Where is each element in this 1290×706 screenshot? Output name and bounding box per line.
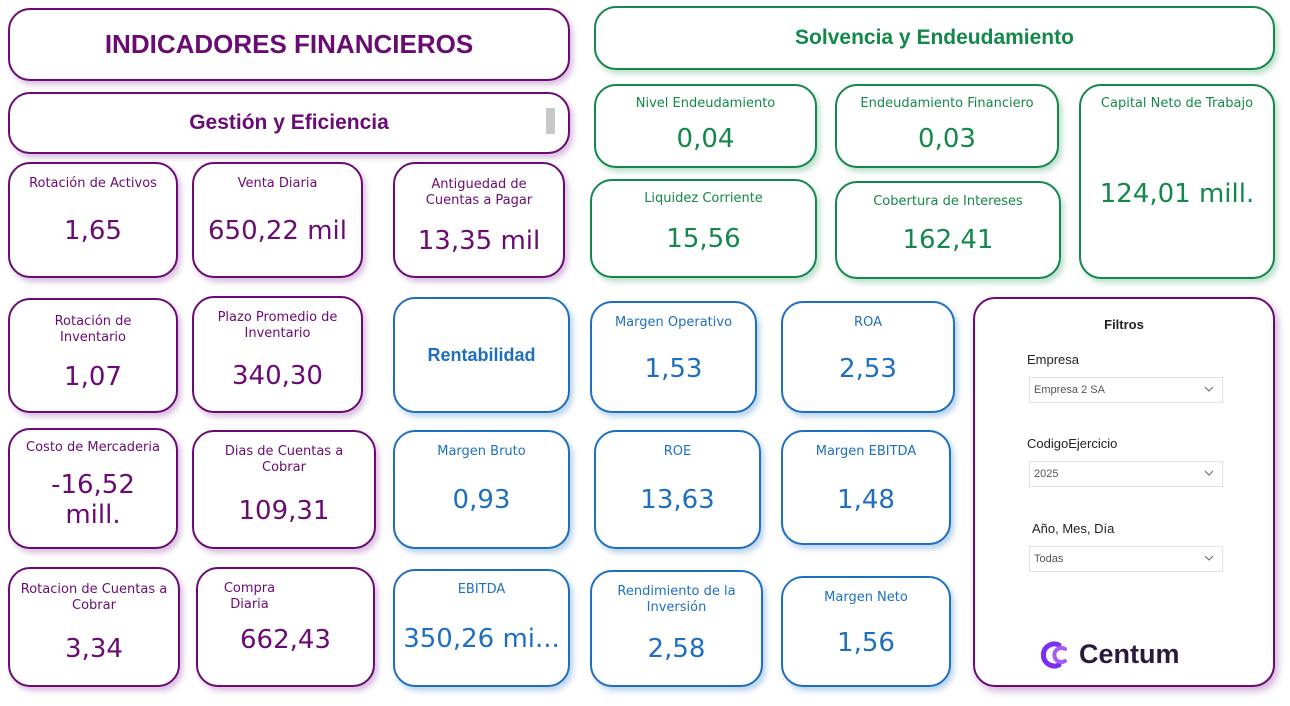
kpi-card-rotacion-activos: Rotación de Activos 1,65 — [8, 162, 178, 278]
kpi-value: 124,01 mill. — [1099, 179, 1255, 209]
kpi-label: Margen Operativo — [614, 315, 733, 330]
kpi-label: Nivel Endeudamiento — [635, 96, 776, 111]
kpi-card-plazo-promedio-inventario: Plazo Promedio de Inventario 340,30 — [192, 296, 363, 413]
kpi-card-roe: ROE 13,63 — [594, 430, 761, 549]
chevron-down-icon — [1204, 386, 1214, 392]
kpi-label: Margen Neto — [824, 590, 908, 605]
kpi-value: 15,56 — [666, 224, 741, 254]
kpi-value: 1,53 — [644, 354, 703, 384]
kpi-value: 109,31 — [238, 496, 330, 526]
kpi-value: 0,04 — [676, 124, 735, 154]
kpi-card-rotacion-inventario: Rotación de Inventario 1,07 — [8, 298, 178, 413]
kpi-label: Dias de Cuentas a Cobrar — [224, 444, 344, 475]
kpi-value: 662,43 — [240, 625, 331, 655]
gestion-section-header: Gestión y Eficiencia — [8, 92, 570, 154]
kpi-card-compra-diaria: Compra Diaria 662,43 — [196, 567, 375, 687]
kpi-value: 0,93 — [452, 485, 511, 515]
kpi-value: 162,41 — [902, 225, 994, 255]
rentabilidad-section-title: Rentabilidad — [427, 344, 536, 365]
scrollbar-thumb[interactable] — [546, 108, 555, 134]
kpi-label: Margen Bruto — [437, 444, 526, 459]
centum-logo: Centum — [1037, 639, 1180, 670]
kpi-label: Cobertura de Intereses — [873, 194, 1023, 209]
chevron-down-icon — [1204, 470, 1214, 476]
kpi-label: Plazo Promedio de Inventario — [217, 310, 338, 341]
kpi-label: Liquidez Corriente — [644, 191, 763, 206]
kpi-label: Rotacion de Cuentas a Cobrar — [20, 582, 168, 613]
kpi-card-rotacion-cuentas-cobrar: Rotacion de Cuentas a Cobrar 3,34 — [8, 567, 180, 687]
kpi-value: 650,22 mil — [207, 216, 347, 246]
kpi-card-capital-neto-trabajo: Capital Neto de Trabajo 124,01 mill. — [1079, 84, 1275, 279]
main-title-header: INDICADORES FINANCIEROS — [8, 8, 570, 81]
kpi-label: Rendimiento de la Inversión — [617, 584, 736, 615]
kpi-value: 350,26 mi... — [403, 624, 560, 654]
kpi-value: 1,56 — [837, 628, 895, 658]
kpi-card-cobertura-intereses: Cobertura de Intereses 162,41 — [835, 181, 1061, 279]
kpi-value: 13,35 mil — [417, 226, 541, 256]
kpi-label: ROE — [663, 444, 692, 459]
kpi-card-nivel-endeudamiento: Nivel Endeudamiento 0,04 — [594, 84, 817, 168]
kpi-label: Rotación de Activos — [29, 176, 157, 191]
kpi-card-rendimiento-inversion: Rendimiento de la Inversión 2,58 — [590, 570, 763, 687]
kpi-value: 13,63 — [640, 485, 715, 515]
kpi-label: Antiguedad de Cuentas a Pagar — [425, 177, 533, 208]
kpi-value: 0,03 — [918, 124, 976, 154]
codigo-filter-label: CodigoEjercicio — [1027, 436, 1118, 451]
kpi-card-roa: ROA 2,53 — [781, 301, 955, 413]
fecha-filter-label: Año, Mes, Día — [1032, 521, 1115, 536]
kpi-card-liquidez-corriente: Liquidez Corriente 15,56 — [590, 179, 817, 278]
solvencia-section-header: Solvencia y Endeudamiento — [594, 6, 1275, 70]
kpi-value: 2,53 — [839, 354, 897, 384]
filters-title: Filtros — [1104, 317, 1144, 332]
kpi-label: Costo de Mercaderia — [26, 440, 160, 455]
kpi-card-ebitda: EBITDA 350,26 mi... — [393, 569, 570, 687]
page-title: INDICADORES FINANCIEROS — [104, 29, 474, 59]
kpi-value: 1,48 — [837, 485, 895, 515]
chevron-down-icon — [1204, 555, 1214, 561]
filters-panel: Filtros Empresa Empresa 2 SA CodigoEjerc… — [973, 297, 1275, 687]
kpi-card-antiguedad-cuentas-pagar: Antiguedad de Cuentas a Pagar 13,35 mil — [393, 162, 565, 278]
kpi-value: 1,07 — [64, 362, 122, 392]
kpi-card-venta-diaria: Venta Diaria 650,22 mil — [192, 162, 363, 278]
kpi-card-margen-bruto: Margen Bruto 0,93 — [393, 430, 570, 549]
codigo-filter-dropdown[interactable]: 2025 — [1029, 461, 1223, 487]
kpi-card-margen-neto: Margen Neto 1,56 — [781, 576, 951, 687]
kpi-label: Margen EBITDA — [815, 444, 917, 459]
empresa-filter-label: Empresa — [1027, 352, 1080, 367]
empresa-filter-dropdown[interactable]: Empresa 2 SA — [1029, 377, 1223, 403]
kpi-card-margen-operativo: Margen Operativo 1,53 — [590, 301, 757, 413]
empresa-filter-value: Empresa 2 SA — [1034, 384, 1105, 396]
rentabilidad-section-header: Rentabilidad — [393, 297, 570, 413]
solvencia-section-title: Solvencia y Endeudamiento — [795, 26, 1074, 49]
kpi-value: 1,65 — [64, 216, 122, 246]
kpi-value: 340,30 — [232, 361, 323, 391]
kpi-label: Venta Diaria — [237, 176, 318, 191]
brand-name: Centum — [1079, 639, 1180, 669]
kpi-label: Rotación de Inventario — [54, 314, 132, 345]
kpi-card-margen-ebitda: Margen EBITDA 1,48 — [781, 430, 951, 545]
kpi-value: -16,52 mill. — [51, 470, 135, 530]
kpi-label: Endeudamiento Financiero — [860, 96, 1034, 111]
kpi-label: Compra Diaria — [223, 581, 276, 612]
kpi-label: ROA — [854, 315, 882, 330]
codigo-filter-value: 2025 — [1034, 468, 1059, 480]
gestion-section-title: Gestión y Eficiencia — [189, 111, 389, 134]
kpi-card-endeudamiento-financiero: Endeudamiento Financiero 0,03 — [835, 84, 1059, 168]
kpi-card-costo-mercaderia: Costo de Mercaderia -16,52 mill. — [8, 428, 178, 549]
kpi-label: Capital Neto de Trabajo — [1100, 96, 1254, 111]
kpi-label: EBITDA — [457, 582, 506, 597]
centum-logo-icon — [1040, 641, 1067, 668]
kpi-value: 2,58 — [647, 634, 706, 664]
kpi-value: 3,34 — [65, 634, 123, 664]
kpi-card-dias-cuentas-cobrar: Dias de Cuentas a Cobrar 109,31 — [192, 430, 376, 549]
fecha-filter-dropdown[interactable]: Todas — [1029, 546, 1223, 572]
fecha-filter-value: Todas — [1034, 553, 1064, 565]
